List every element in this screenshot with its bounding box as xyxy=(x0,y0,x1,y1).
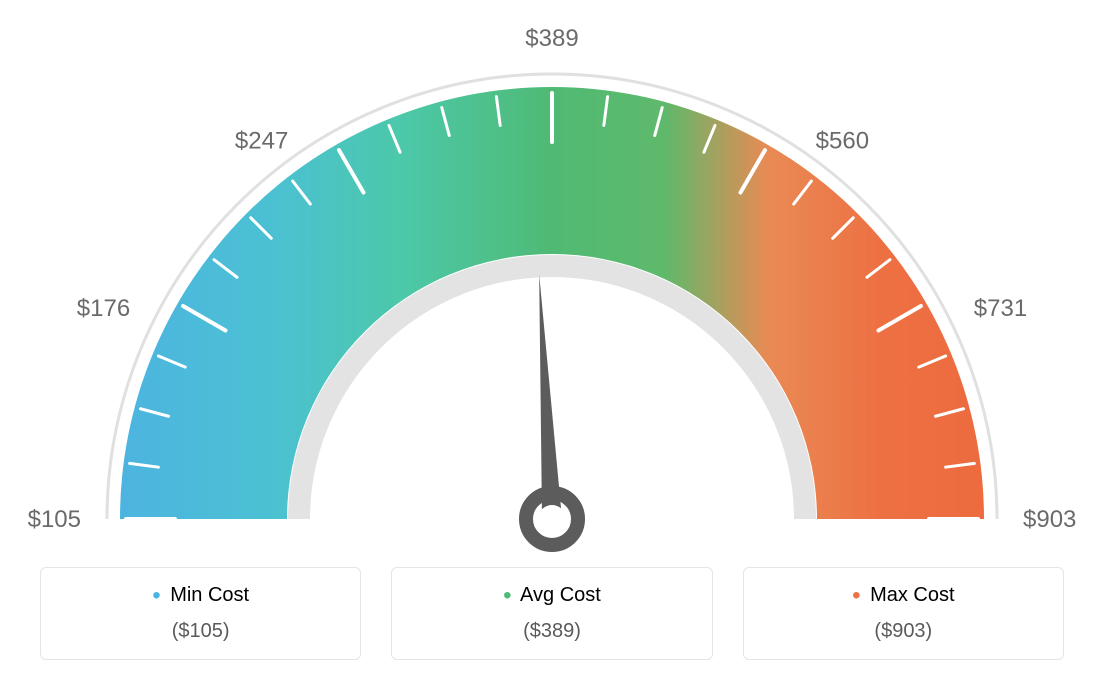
legend-min-card: • Min Cost ($105) xyxy=(40,567,361,660)
dot-icon: • xyxy=(852,582,860,609)
svg-text:$389: $389 xyxy=(525,25,578,52)
legend-max-value: ($903) xyxy=(754,620,1053,643)
legend-max-card: • Max Cost ($903) xyxy=(743,567,1064,660)
svg-text:$247: $247 xyxy=(235,128,288,155)
gauge-chart: $105 $176 $247 $389 $560 $731 $903 xyxy=(0,0,1104,560)
legend-min-label: Min Cost xyxy=(170,584,249,606)
legend-min-title: • Min Cost xyxy=(51,582,350,610)
legend-avg-card: • Avg Cost ($389) xyxy=(391,567,712,660)
legend-max-title: • Max Cost xyxy=(754,582,1053,610)
svg-text:$560: $560 xyxy=(816,128,869,155)
legend-row: • Min Cost ($105) • Avg Cost ($389) • Ma… xyxy=(40,567,1064,660)
legend-avg-title: • Avg Cost xyxy=(402,582,701,610)
legend-avg-value: ($389) xyxy=(402,620,701,643)
svg-text:$731: $731 xyxy=(974,295,1027,322)
legend-avg-label: Avg Cost xyxy=(520,584,601,606)
dot-icon: • xyxy=(152,582,160,609)
legend-max-label: Max Cost xyxy=(870,584,954,606)
legend-min-value: ($105) xyxy=(51,620,350,643)
svg-text:$903: $903 xyxy=(1023,506,1076,533)
cost-gauge-widget: $105 $176 $247 $389 $560 $731 $903 • Min Cost … xyxy=(0,0,1104,690)
dot-icon: • xyxy=(503,582,511,609)
svg-text:$176: $176 xyxy=(77,295,130,322)
svg-text:$105: $105 xyxy=(28,506,81,533)
